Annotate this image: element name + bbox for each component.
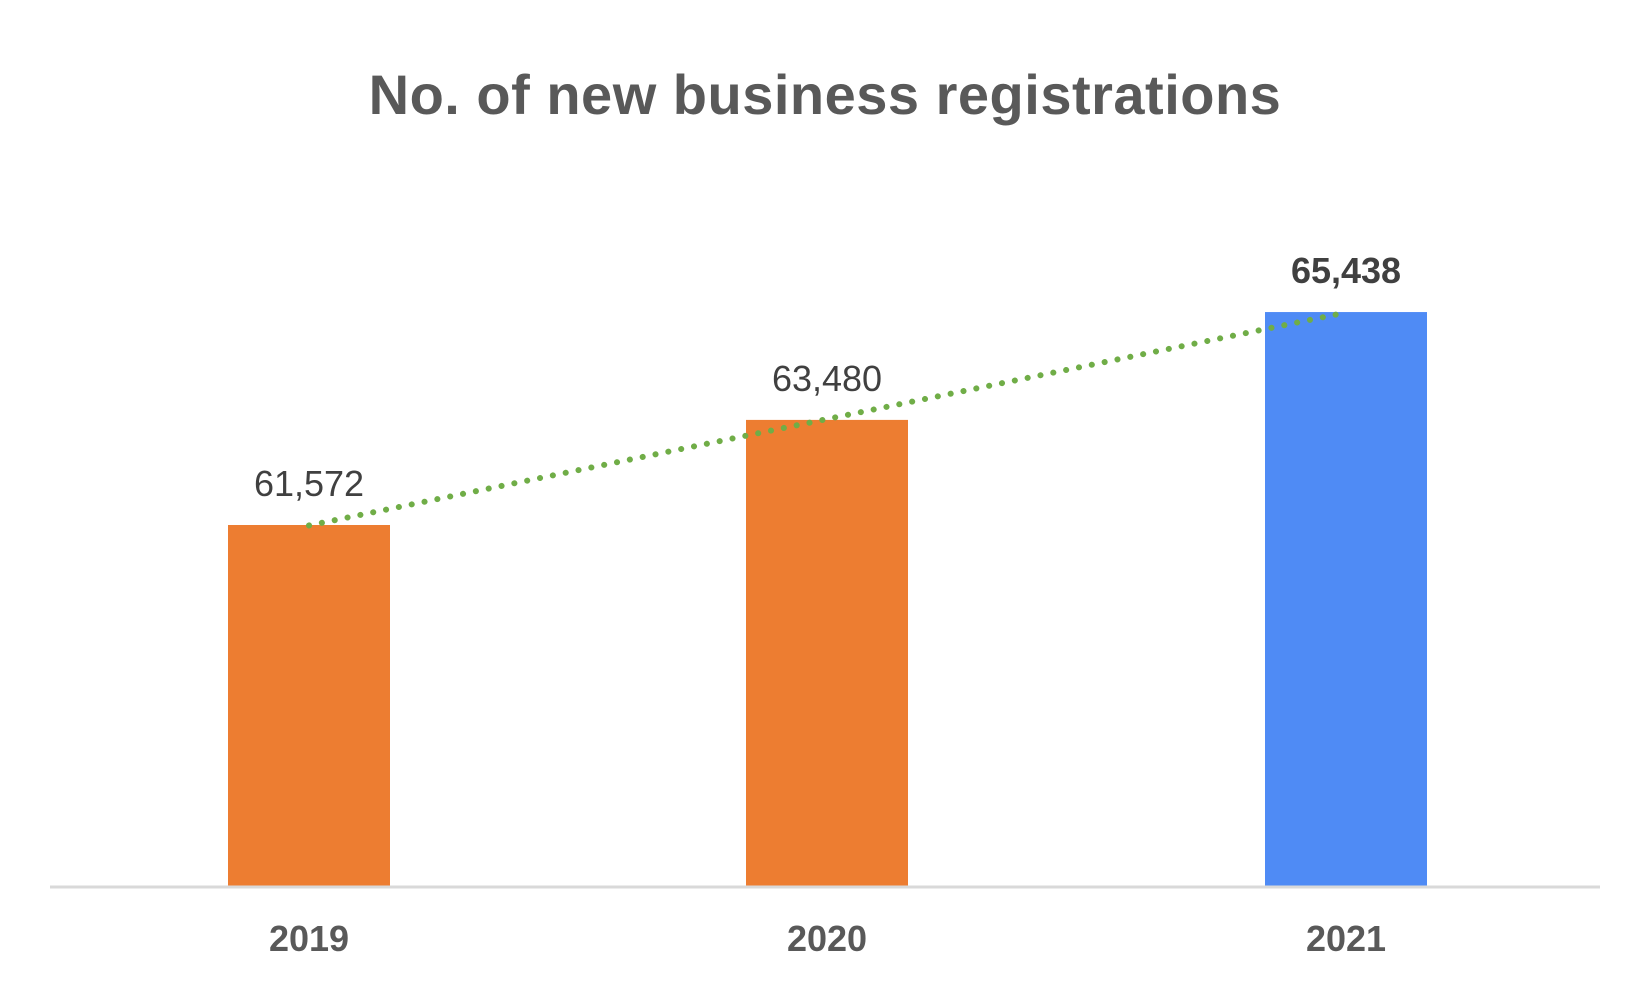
x-tick-label-2019: 2019 bbox=[269, 918, 349, 959]
bar-2021 bbox=[1265, 312, 1427, 887]
bar-2019 bbox=[228, 525, 390, 887]
data-label-2020: 63,480 bbox=[772, 358, 882, 399]
data-label-2021: 65,438 bbox=[1291, 250, 1401, 291]
data-label-2019: 61,572 bbox=[254, 463, 364, 504]
chart-title: No. of new business registrations bbox=[368, 63, 1282, 126]
x-tick-label-2021: 2021 bbox=[1306, 918, 1386, 959]
x-tick-label-2020: 2020 bbox=[787, 918, 867, 959]
bar-2020 bbox=[746, 419, 908, 887]
